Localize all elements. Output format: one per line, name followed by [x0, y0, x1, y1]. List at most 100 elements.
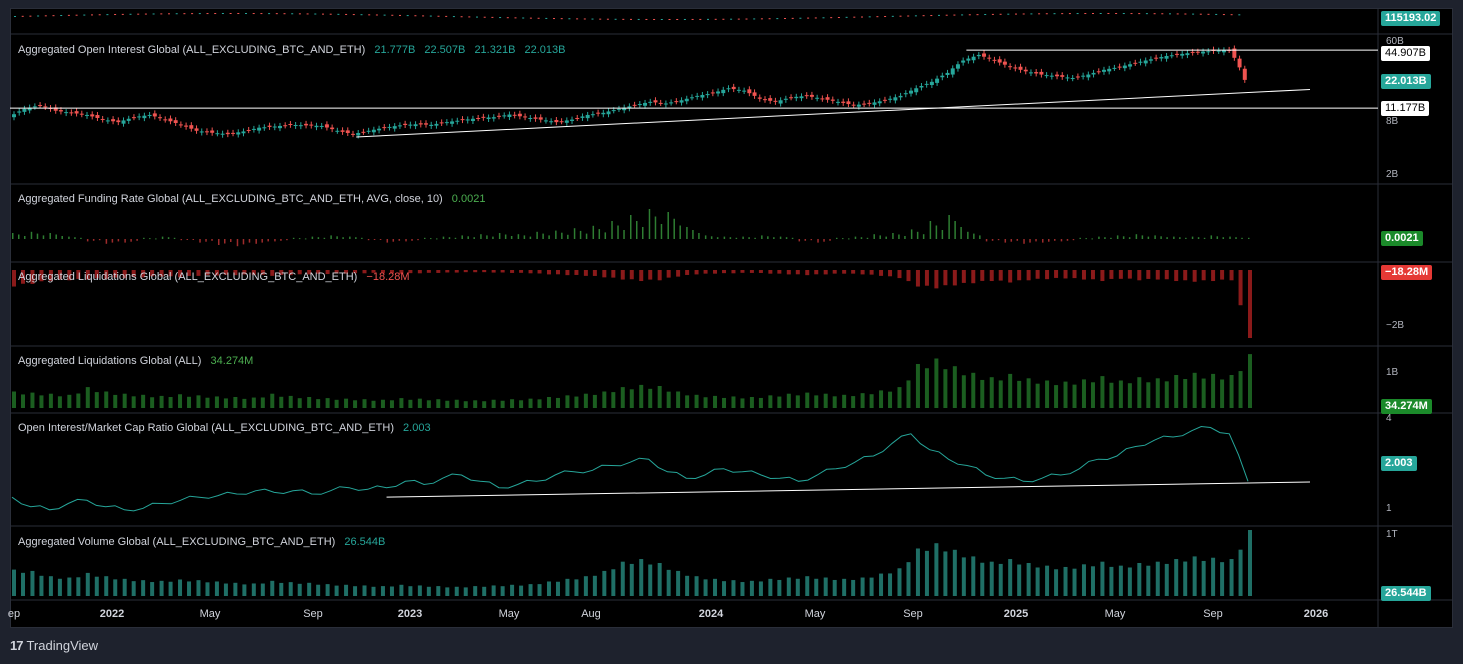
funding-bar: [1235, 237, 1237, 239]
candle-body: [12, 114, 16, 118]
candle-body: [940, 75, 945, 78]
liquidation-bar: [565, 270, 570, 276]
candle-body: [429, 124, 434, 126]
candle-body: [220, 133, 225, 135]
btc-dot: [352, 14, 355, 16]
funding-bar: [836, 237, 838, 239]
candle-body: [716, 91, 721, 94]
liquidation-all-bar: [851, 396, 856, 408]
liquidation-all-bar: [860, 393, 865, 408]
chart-frame[interactable]: [10, 8, 1453, 628]
liquidation-bar: [279, 270, 284, 275]
liquidation-bar: [417, 270, 422, 274]
candle-body: [1096, 71, 1101, 73]
candle-body: [606, 111, 611, 115]
funding-bar: [954, 221, 956, 239]
liquidation-bar: [620, 270, 625, 280]
candle-body: [1195, 51, 1200, 53]
candle-body: [236, 132, 241, 135]
pane-value: 26.544B: [344, 536, 386, 548]
volume-bar: [85, 572, 90, 596]
funding-bar: [68, 236, 70, 239]
liquidation-bar: [307, 270, 312, 275]
liquidation-all-bar: [1035, 383, 1040, 408]
liquidation-bar: [408, 270, 413, 274]
candle-body: [825, 97, 830, 100]
candle-body: [1143, 60, 1148, 64]
btc-dot: [914, 15, 917, 17]
funding-bar: [654, 216, 657, 239]
liquidation-all-bar: [888, 391, 893, 408]
funding-bar: [673, 218, 675, 239]
liquidation-bar: [159, 270, 164, 277]
candle-body: [439, 122, 444, 124]
liquidation-all-bar: [685, 395, 690, 408]
funding-bar: [361, 237, 363, 239]
btc-dot: [630, 18, 632, 20]
candle-body: [356, 132, 361, 136]
volume-bar: [242, 584, 247, 596]
funding-bar: [430, 238, 432, 240]
volume-bar: [998, 563, 1003, 596]
candle-body: [173, 120, 178, 124]
funding-bar: [536, 231, 538, 239]
funding-bar: [436, 238, 438, 240]
funding-bar: [860, 237, 863, 239]
volume-bar: [362, 585, 367, 596]
liquidation-bar: [1072, 270, 1077, 279]
btc-dot: [437, 15, 440, 17]
liquidation-all-bar: [288, 395, 293, 408]
volume-bar: [307, 582, 312, 596]
btc-dot: [991, 13, 994, 15]
funding-bar: [579, 230, 582, 239]
funding-bar: [754, 237, 756, 239]
candle-body: [1185, 53, 1190, 56]
funding-bar: [804, 239, 807, 241]
btc-dot: [21, 15, 24, 17]
liquidation-bar: [178, 270, 183, 278]
liquidation-bar: [12, 270, 16, 287]
volume-bar: [1100, 561, 1105, 596]
volume-bar: [141, 580, 146, 596]
funding-bar: [1098, 236, 1100, 239]
funding-bar: [823, 239, 825, 242]
liquidation-all-bar: [353, 400, 358, 408]
btc-dot: [391, 14, 394, 16]
funding-bar: [748, 237, 750, 239]
liquidation-bar: [1192, 270, 1197, 282]
funding-bar: [12, 233, 14, 239]
funding-bar: [124, 239, 126, 243]
btc-dot: [699, 18, 702, 20]
liquidation-bar: [94, 270, 99, 279]
liquidation-all-bar: [924, 368, 929, 408]
candle-body: [851, 104, 856, 106]
candle-body: [736, 89, 741, 91]
candle-body: [142, 115, 147, 119]
candle-body: [997, 59, 1002, 63]
liquidation-bar: [325, 270, 330, 275]
volume-bar: [454, 586, 459, 596]
funding-bar: [317, 237, 320, 239]
volume-bar: [1017, 564, 1022, 596]
volume-bar: [1063, 566, 1068, 596]
btc-dot: [229, 13, 232, 15]
candle-body: [225, 132, 230, 135]
funding-bar: [1141, 235, 1144, 239]
liquidation-bar: [473, 270, 478, 273]
price-badge-oi-last: 22.013B: [1381, 74, 1431, 89]
btc-dot: [999, 13, 1002, 15]
liquidation-all-bar: [251, 397, 256, 408]
liquidation-bar: [740, 270, 745, 273]
candle-body: [64, 112, 69, 114]
volume-bar: [1183, 561, 1188, 596]
chart-plot[interactable]: [10, 8, 1453, 628]
candle-body: [32, 106, 37, 108]
volume-bar: [131, 581, 136, 596]
candle-body: [961, 60, 966, 63]
candle-body: [674, 101, 679, 103]
funding-bar: [367, 239, 370, 241]
btc-dot: [891, 15, 894, 17]
tradingview-logo[interactable]: 17 TradingView: [10, 638, 98, 653]
candle-body: [257, 127, 262, 131]
liquidation-all-bar: [445, 400, 450, 408]
